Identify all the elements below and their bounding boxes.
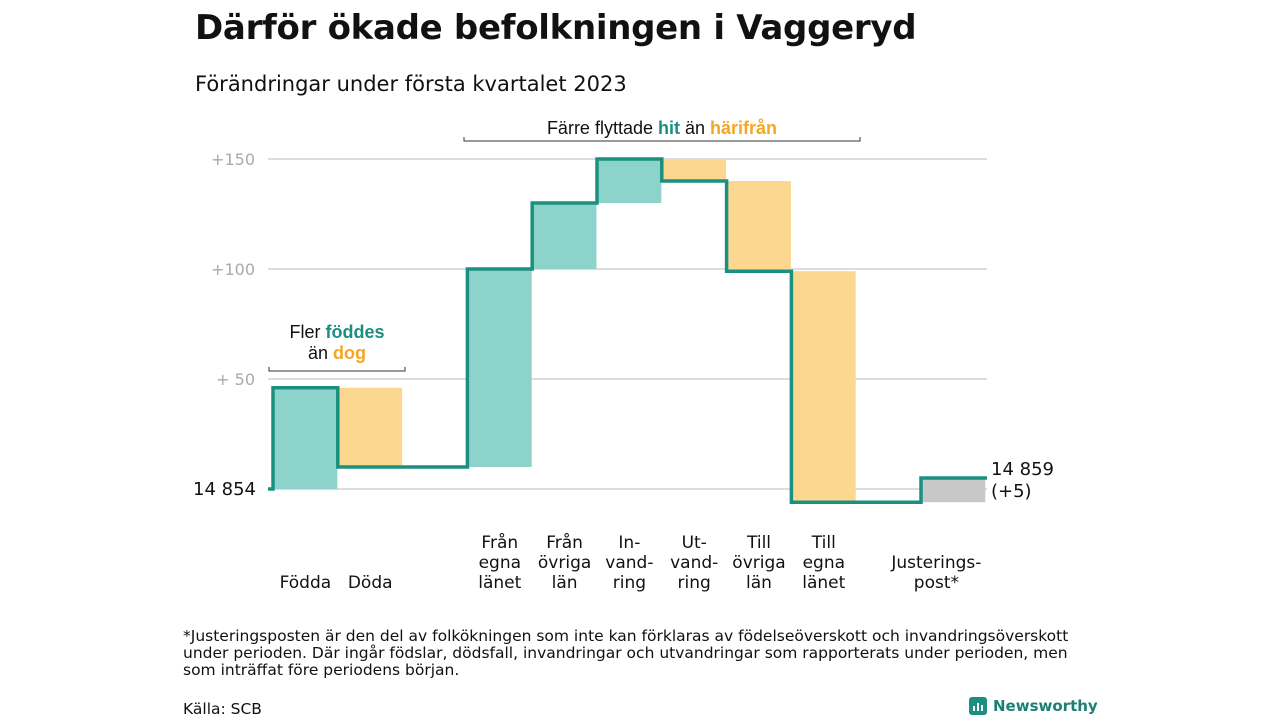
category-label-10-1: post*: [914, 573, 959, 593]
category-label-3-1: egna: [479, 553, 521, 573]
category-label-5-0: In-: [618, 533, 640, 553]
bar-0: [273, 387, 338, 489]
category-label-6-0: Ut-: [682, 533, 707, 553]
category-label-5-2: ring: [613, 573, 646, 593]
migration-annotation: Färre flyttade hit än härifrån: [547, 118, 777, 138]
y-tick-label-1: +100: [211, 260, 255, 279]
cumulative-step-line: [268, 157, 987, 504]
category-label-6-2: ring: [678, 573, 711, 593]
y-tick-label-0: +150: [211, 150, 255, 169]
category-label-4-1: övriga: [538, 553, 591, 573]
brand-name: Newsworthy: [993, 697, 1098, 715]
y-tick-label-2: + 50: [216, 370, 255, 389]
category-label-8-2: länet: [802, 573, 845, 593]
category-label-7-2: län: [746, 573, 772, 593]
end-change-label: (+5): [991, 481, 1032, 502]
category-label-6-1: vand-: [670, 553, 718, 573]
category-label-10-0: Justerings-: [890, 553, 981, 573]
footnote: *Justeringsposten är den del av folkökni…: [183, 627, 1069, 679]
category-label-4-0: Från: [546, 532, 583, 553]
bar-10: [921, 478, 986, 503]
bar-1: [337, 387, 403, 467]
migration-bracket: [463, 137, 861, 142]
bar-5: [597, 159, 662, 203]
category-label-8-0: Till: [811, 533, 836, 553]
newsworthy-logo-icon: [969, 697, 987, 715]
end-value-label: 14 859: [991, 459, 1054, 480]
start-value-label: 14 854: [193, 479, 256, 500]
births-bracket: [268, 367, 406, 372]
chart-subtitle: Förändringar under första kvartalet 2023: [195, 72, 627, 96]
bar-3: [467, 269, 532, 467]
category-label-7-0: Till: [746, 533, 771, 553]
category-label-8-1: egna: [803, 553, 845, 573]
chart-title: Därför ökade befolkningen i Vaggeryd: [195, 8, 917, 48]
category-label-5-1: vand-: [605, 553, 653, 573]
category-label-0-0: Födda: [280, 573, 332, 593]
category-label-1-0: Döda: [348, 573, 393, 593]
births-annotation-line2: än dog: [308, 343, 366, 363]
births-annotation-line1: Fler föddes: [289, 322, 384, 342]
bar-8: [791, 271, 856, 503]
source-note: Källa: SCB: [183, 700, 262, 718]
category-label-3-2: länet: [478, 573, 521, 593]
bar-6: [661, 159, 727, 181]
category-label-4-2: län: [552, 573, 578, 593]
bar-4: [532, 203, 597, 269]
bar-7: [726, 181, 791, 272]
category-label-7-1: övriga: [732, 553, 785, 573]
category-label-3-0: Från: [481, 532, 518, 553]
brand-logo: Newsworthy: [969, 697, 1098, 715]
